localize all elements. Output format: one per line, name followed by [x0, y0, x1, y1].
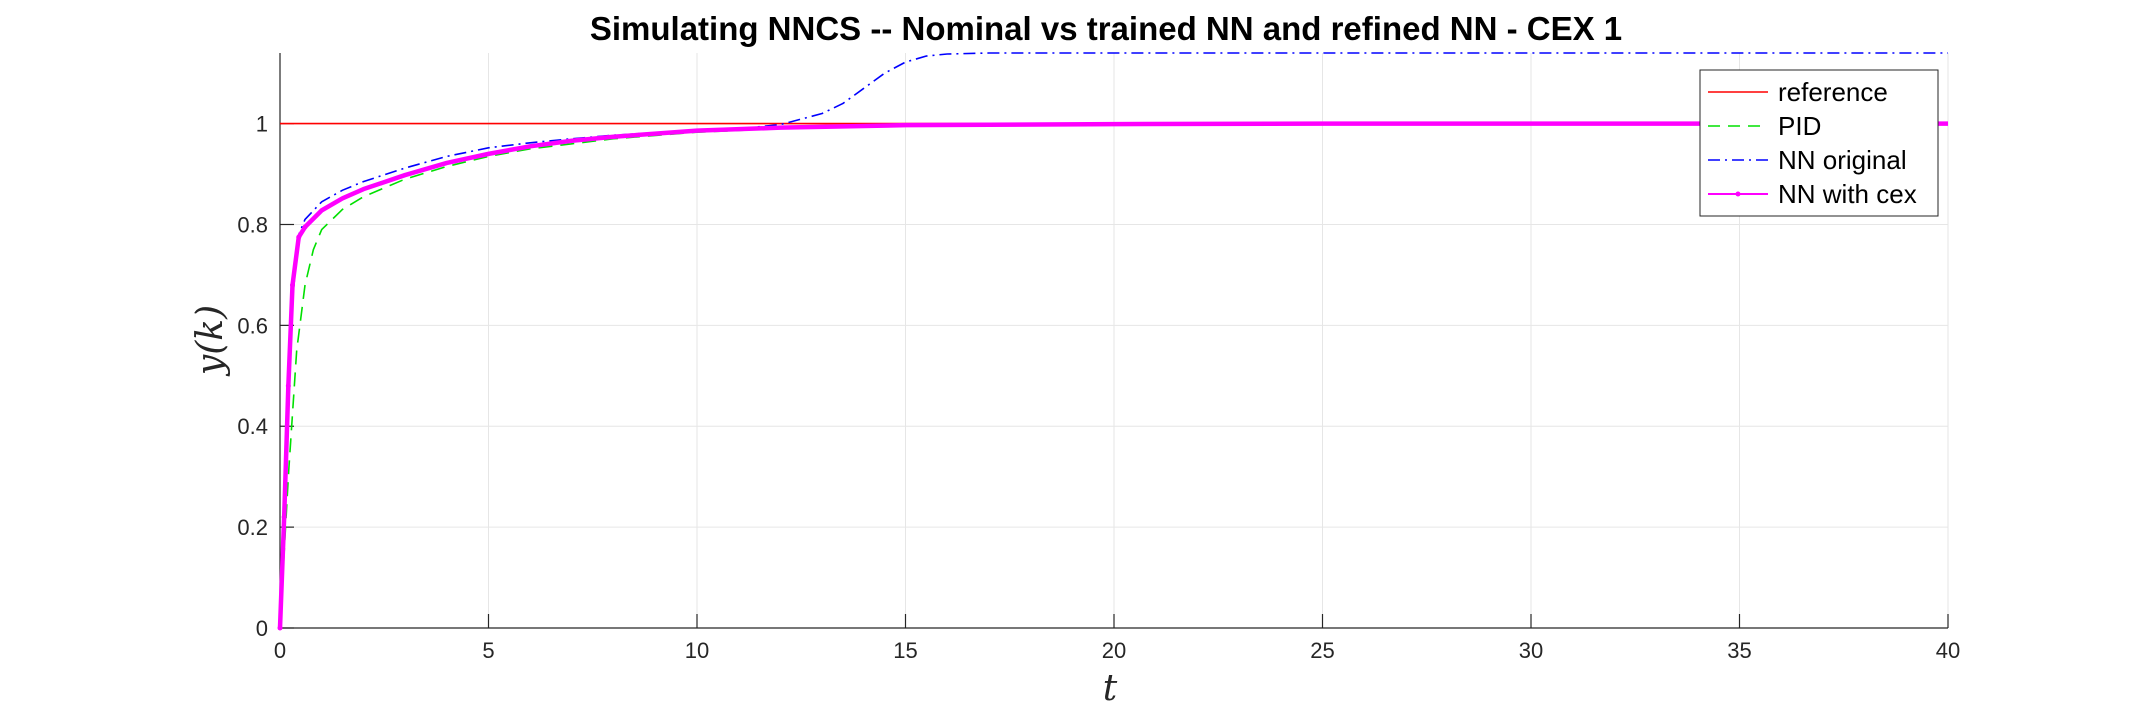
legend-marker-3	[1735, 191, 1741, 197]
x-tick-label-8: 40	[1936, 638, 1960, 663]
legend-label-3: NN with cex	[1778, 179, 1917, 209]
x-axis-label: t	[1103, 668, 1118, 709]
y-tick-label-0: 0	[256, 616, 268, 641]
y-tick-label-2: 0.4	[237, 414, 268, 439]
legend: reference PID NN original NN with cex	[1699, 69, 1939, 217]
legend-label-0: reference	[1778, 77, 1888, 107]
x-tick-label-5: 25	[1310, 638, 1334, 663]
x-tick-label-1: 5	[482, 638, 494, 663]
y-tick-label-1: 0.2	[237, 515, 268, 540]
series-point-nn-with-cex-2	[285, 383, 291, 389]
series-point-nn-with-cex-0	[277, 625, 283, 631]
x-tick-label-2: 10	[685, 638, 709, 663]
series-line-nn-with-cex	[277, 121, 1948, 629]
y-tick-label-4: 0.8	[237, 212, 268, 237]
chart-title: Simulating NNCS -- Nominal vs trained NN…	[590, 10, 1622, 47]
x-tick-label-6: 30	[1519, 638, 1543, 663]
x-tick-label-4: 20	[1102, 638, 1126, 663]
series-layer	[277, 52, 1948, 631]
y-axis-label: y(k)	[190, 305, 231, 377]
y-tick-label-5: 1	[256, 112, 268, 137]
legend-label-2: NN original	[1778, 145, 1907, 175]
y-tick-label-3: 0.6	[237, 313, 268, 338]
x-tick-label-7: 35	[1727, 638, 1751, 663]
series-point-nn-with-cex-4	[296, 234, 302, 240]
x-tick-label-0: 0	[274, 638, 286, 663]
legend-box	[1699, 69, 1939, 217]
x-tick-label-3: 15	[893, 638, 917, 663]
series-point-nn-with-cex-5	[302, 224, 308, 230]
tick-label-layer: 0 5 10 15 20 25 30 35 40 0 0.2 0.4 0.6 0.8 1	[237, 112, 1960, 663]
series-point-nn-with-cex-3	[290, 282, 296, 288]
series-point-nn-with-cex-1	[281, 514, 287, 520]
legend-label-1: PID	[1778, 111, 1821, 141]
grid-layer	[279, 53, 1949, 629]
